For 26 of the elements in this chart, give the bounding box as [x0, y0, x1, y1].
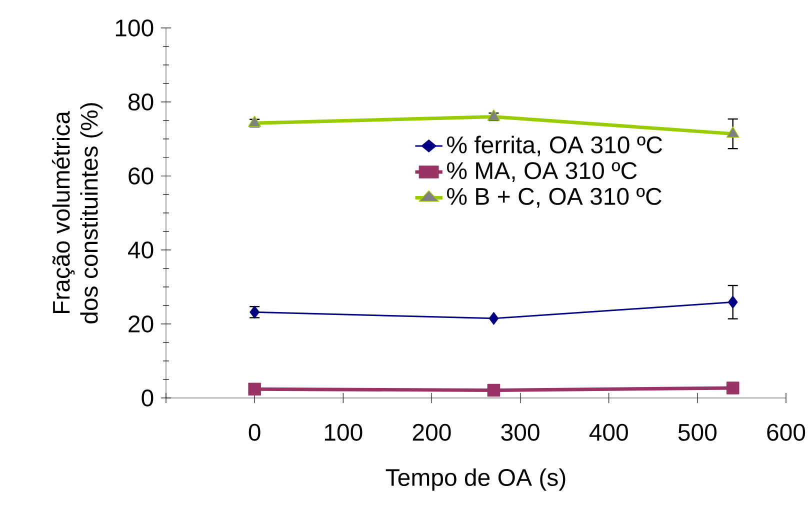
x-tick-label: 100	[324, 424, 362, 441]
point	[728, 296, 738, 309]
x-tick-label: 0	[248, 424, 260, 441]
x-axis-title: Tempo de OA (s)	[386, 468, 566, 491]
point	[726, 382, 740, 394]
x-tick-label: 300	[501, 424, 540, 441]
legend-label: % MA, OA 310 ºC	[447, 162, 637, 182]
y-tick-label: 40	[128, 241, 154, 258]
x-tick-label: 600	[767, 424, 806, 441]
y-axis-title: Fração volumétrica dos constituintes (%)	[52, 103, 103, 324]
point	[248, 116, 262, 127]
point	[487, 109, 500, 121]
legend-label: % B + C, OA 310 ºC	[447, 188, 662, 208]
x-tick-label: 500	[678, 424, 717, 441]
point	[488, 312, 499, 325]
point	[726, 126, 740, 138]
point	[487, 384, 500, 397]
x-tick-label: 200	[412, 424, 451, 441]
y-tick-label: 60	[128, 167, 154, 184]
x-tick-label: 400	[589, 424, 628, 441]
point	[248, 382, 261, 396]
y-tick-label: 80	[128, 93, 154, 110]
y-tick-label: 0	[142, 389, 154, 406]
y-tick-label: 100	[116, 19, 154, 36]
y-tick-label: 20	[128, 315, 154, 332]
legend-label: % ferrita, OA 310 ºC	[447, 136, 662, 156]
